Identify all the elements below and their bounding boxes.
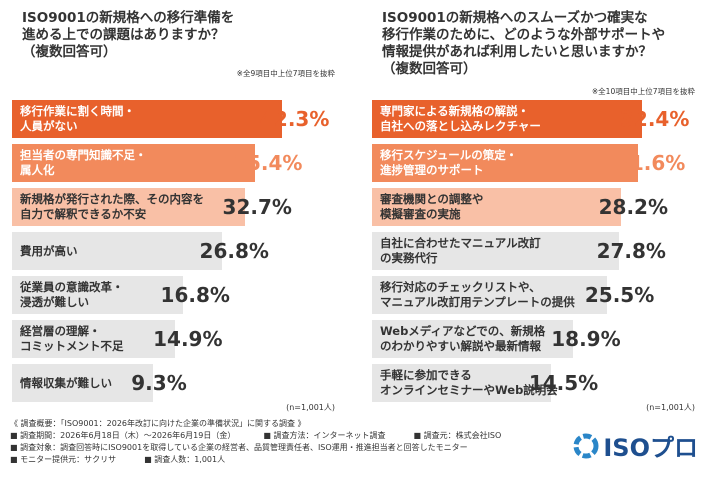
footer-line: ■ 調査期間：2026年6月18日（木）〜2026年6月19日（金） ■ 調査方法…: [10, 430, 570, 442]
footer-text: ■ 調査人数：1,001人: [144, 455, 226, 464]
chart-title: ISO9001の新規格へのスムーズかつ確実な 移行作業のために、どのような外部サ…: [382, 10, 666, 77]
bar: 費用が高い: [12, 232, 222, 270]
bar: 移行作業に割く時間・ 人員がない: [12, 100, 282, 138]
bar: 審査機関との調整や 模擬審査の実施: [372, 188, 621, 226]
sample-size: (n=1,001人): [646, 403, 695, 412]
bar: Webメディアなどでの、新規格 のわかりやすい解説や最新情報: [372, 320, 574, 358]
footer: 《 調査概要：「ISO9001：2026年改訂に向けた企業の準備状況」に関する調…: [10, 418, 570, 466]
value-label: 14.9%: [153, 327, 223, 351]
logo-text: ISOプロ: [603, 434, 698, 462]
bar: 担当者の専門知識不足・ 属人化: [12, 144, 256, 182]
footer-line: 《 調査概要：「ISO9001：2026年改訂に向けた企業の準備状況」に関する調…: [10, 418, 570, 430]
category-label: 自社に合わせたマニュアル改訂 の実務代行: [380, 236, 541, 265]
logo: ISOプロ: [573, 428, 698, 463]
category-label: 専門家による新規格の解説・ 自社への落とし込みレクチャー: [380, 104, 541, 133]
chart-panel: ISO9001の新規格へのスムーズかつ確実な 移行作業のために、どのような外部サ…: [360, 0, 705, 415]
category-label: 費用が高い: [20, 243, 78, 258]
value-label: 16.8%: [160, 283, 230, 307]
value-label: 26.8%: [199, 239, 269, 263]
value-label: 27.8%: [596, 239, 666, 263]
note: ※全10項目中上位7項目を抜粋: [591, 87, 695, 96]
category-label: 手軽に参加できる オンラインセミナーやWeb説明会: [380, 368, 558, 397]
category-label: 担当者の専門知識不足・ 属人化: [20, 148, 147, 177]
category-label: 審査機関との調整や 模擬審査の実施: [380, 192, 484, 221]
value-label: 31.6%: [615, 151, 686, 175]
bar: 経営層の理解・ コミットメント不足: [12, 320, 176, 358]
footer-text: ■ 調査方法：インターネット調査: [263, 431, 386, 440]
bar: 移行スケジュールの策定・ 進捗管理のサポート: [372, 144, 638, 182]
value-label: 35.4%: [233, 151, 303, 175]
bar: 自社に合わせたマニュアル改訂 の実務代行: [372, 232, 619, 270]
footer-text: ■ 調査期間：2026年6月18日（木）〜2026年6月19日（金）: [10, 431, 236, 440]
category-label: 情報収集が難しい: [20, 375, 112, 390]
bar: 情報収集が難しい: [12, 364, 154, 402]
bar: 新規格が発行された際、その内容を 自力で解釈できるか不安: [12, 188, 245, 226]
category-label: 新規格が発行された際、その内容を 自力で解釈できるか不安: [20, 192, 204, 221]
category-label: 従業員の意識改革・ 浸透が難しい: [20, 280, 124, 309]
value-label: 18.9%: [551, 327, 621, 351]
category-label: 経営層の理解・ コミットメント不足: [20, 324, 124, 353]
category-label: Webメディアなどでの、新規格 のわかりやすい解説や最新情報: [380, 324, 546, 353]
footer-text: ■ モニター提供元：サクリサ: [10, 455, 117, 464]
sample-size: (n=1,001人): [286, 403, 335, 412]
chart-panel: ISO9001の新規格への移行準備を 進める上での課題はありますか？ （複数回答…: [0, 0, 345, 415]
footer-line: ■ 調査対象：調査回答時にISO9001を取得している企業の経営者、品質管理責任…: [10, 442, 570, 454]
category-label: 移行対応のチェックリストや、 マニュアル改訂用テンプレートの提供: [380, 280, 575, 309]
bar: 専門家による新規格の解説・ 自社への落とし込みレクチャー: [372, 100, 642, 138]
footer-line: ■ モニター提供元：サクリサ ■ 調査人数：1,001人: [10, 454, 570, 466]
chart-title: ISO9001の新規格への移行準備を 進める上での課題はありますか？ （複数回答…: [22, 10, 235, 60]
value-label: 14.5%: [528, 371, 599, 395]
bar: 手軽に参加できる オンラインセミナーやWeb説明会: [372, 364, 558, 402]
footer-text: ■ 調査対象：調査回答時にISO9001を取得している企業の経営者、品質管理責任…: [10, 443, 468, 452]
bar: 従業員の意識改革・ 浸透が難しい: [12, 276, 183, 314]
value-label: 25.5%: [584, 283, 655, 307]
value-label: 42.3%: [260, 107, 330, 131]
category-label: 移行作業に割く時間・ 人員がない: [20, 104, 135, 133]
value-label: 32.4%: [620, 107, 690, 131]
logo-icon: [573, 433, 599, 458]
value-label: 9.3%: [131, 371, 187, 395]
note: ※全9項目中上位7項目を抜粋: [236, 69, 335, 78]
value-label: 32.7%: [222, 195, 292, 219]
bar: 移行対応のチェックリストや、 マニュアル改訂用テンプレートの提供: [372, 276, 607, 314]
category-label: 移行スケジュールの策定・ 進捗管理のサポート: [380, 148, 518, 177]
footer-text: 《 調査概要：「ISO9001：2026年改訂に向けた企業の準備状況」に関する調…: [10, 419, 306, 428]
value-label: 28.2%: [598, 195, 668, 219]
footer-text: ■ 調査元：株式会社ISO: [413, 431, 502, 440]
